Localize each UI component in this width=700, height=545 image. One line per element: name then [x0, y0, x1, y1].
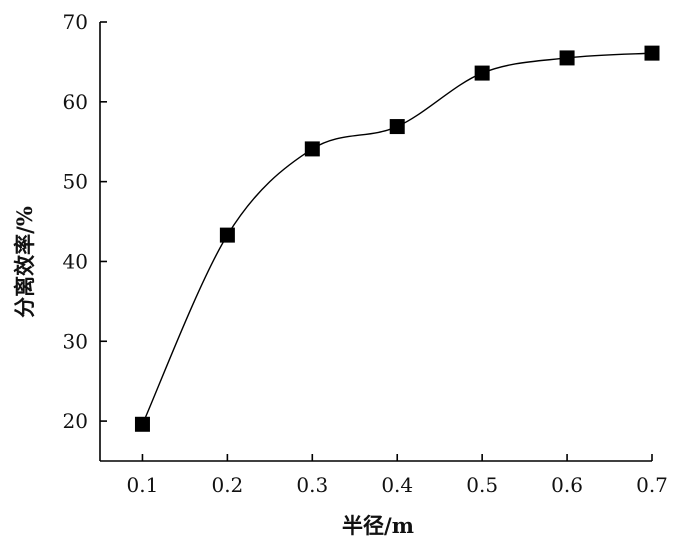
data-point-marker — [134, 416, 150, 432]
data-point-marker — [219, 227, 235, 243]
y-axis-title: 分离效率/% — [12, 206, 37, 318]
x-tick-label: 0.4 — [381, 473, 413, 497]
data-point-marker — [644, 45, 660, 61]
x-tick-label: 0.1 — [127, 473, 159, 497]
data-point-marker — [559, 50, 575, 66]
series-group — [134, 45, 660, 432]
data-point-marker — [389, 119, 405, 135]
x-tick-label: 0.5 — [466, 473, 498, 497]
x-axis-ticks: 0.1 0.2 0.3 0.4 0.5 0.6 0.7 — [127, 454, 668, 497]
y-tick-label: 20 — [63, 409, 88, 433]
y-tick-label: 70 — [63, 10, 88, 34]
y-tick-label: 60 — [63, 90, 88, 114]
x-tick-label: 0.2 — [211, 473, 243, 497]
y-tick-label: 30 — [63, 329, 88, 353]
y-axis-ticks: 20 30 40 50 60 70 — [63, 10, 107, 433]
x-axis-title: 半径/m — [342, 513, 414, 538]
x-tick-label: 0.3 — [296, 473, 328, 497]
x-tick-label: 0.6 — [551, 473, 583, 497]
axes — [99, 22, 652, 462]
y-tick-label: 40 — [63, 249, 88, 273]
x-tick-label: 0.7 — [636, 473, 668, 497]
y-tick-label: 50 — [63, 170, 88, 194]
data-point-marker — [474, 65, 490, 81]
data-point-marker — [304, 141, 320, 157]
series-line — [141, 52, 653, 425]
